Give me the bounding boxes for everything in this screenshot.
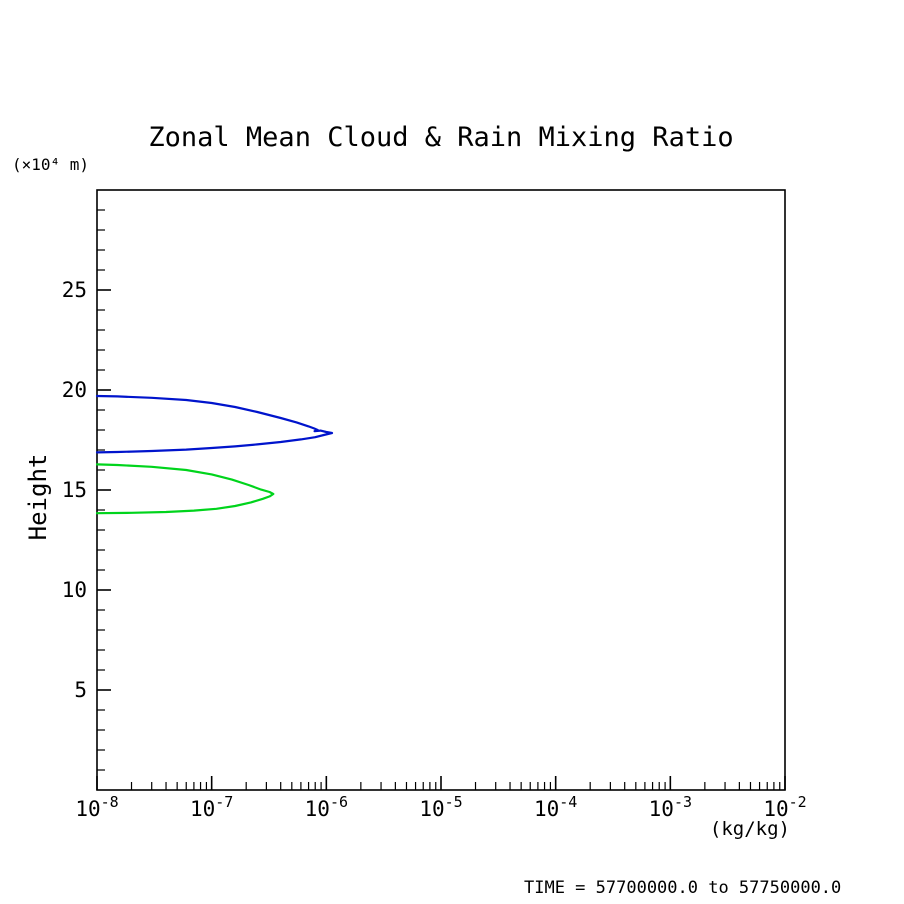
x-tick-label: 10-7 <box>190 793 233 821</box>
x-tick-label: 10-8 <box>75 793 118 821</box>
x-tick-label: 10-2 <box>763 793 806 821</box>
y-tick-label: 25 <box>62 278 87 302</box>
series-rain-mixing-ratio <box>95 463 275 515</box>
y-tick-label: 5 <box>74 678 87 702</box>
time-range-footer: TIME = 57700000.0 to 57750000.0 <box>524 878 842 898</box>
x-tick-label: 10-4 <box>534 793 577 821</box>
plot-frame <box>96 189 786 791</box>
chart-title: Zonal Mean Cloud & Rain Mixing Ratio <box>148 122 734 153</box>
y-tick-label: 20 <box>62 378 87 402</box>
x-tick-label: 10-3 <box>649 793 692 821</box>
y-tick-label: 10 <box>62 578 87 602</box>
series-cloud-mixing-ratio <box>95 394 334 454</box>
y-axis-unit-label: (×10⁴ m) <box>12 155 90 174</box>
x-tick-label: 10-6 <box>305 793 348 821</box>
x-axis-unit-label: (kg/kg) <box>709 818 790 840</box>
x-tick-label: 10-5 <box>419 793 462 821</box>
y-tick-label: 15 <box>62 478 87 502</box>
